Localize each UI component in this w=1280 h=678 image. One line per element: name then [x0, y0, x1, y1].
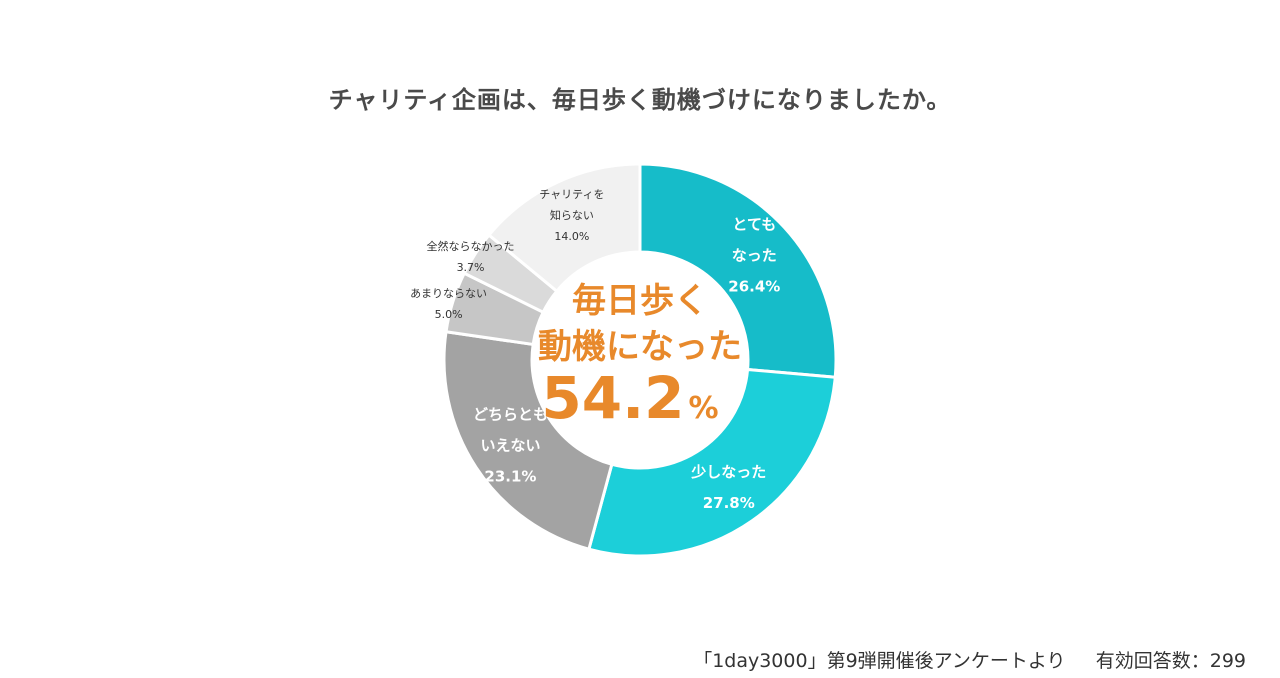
slice-category: とても: [732, 216, 776, 234]
center-label-line2: 動機になった: [538, 327, 742, 367]
slice-category: チャリティを: [539, 188, 604, 201]
slice-label-5: チャリティを知らない 14.0%: [539, 188, 604, 243]
donut-slice-1: [587, 367, 837, 558]
slice-category: あまりならない: [410, 287, 487, 300]
slice-category: 少しなった: [690, 463, 766, 481]
chart-title: チャリティ企画は、毎日歩く動機づけになりましたか。: [328, 86, 952, 114]
slice-value: 23.1%: [484, 467, 536, 485]
slice-label-0: とてもなった 26.4%: [728, 216, 780, 296]
footer: 「1day3000」第9弾開催後アンケートより 有効回答数：299: [693, 646, 1246, 673]
center-label-line1: 毎日歩く: [572, 281, 708, 321]
slice-category: なった: [732, 247, 777, 265]
slice-category: 全然ならなかった: [427, 239, 515, 253]
donut-slice-5: [486, 162, 642, 294]
donut-slices: [442, 162, 838, 558]
slice-category: いえない: [480, 436, 540, 454]
slice-label-4: 全然ならなかった 3.7%: [427, 239, 515, 274]
center-value-group: 54.2%: [541, 364, 718, 432]
slice-value: 26.4%: [728, 278, 780, 296]
slice-category: どちらとも: [473, 405, 548, 423]
footer-source: 「1day3000」第9弾開催後アンケートより: [693, 650, 1066, 672]
donut-slice-0: [638, 162, 838, 379]
slice-label-3: あまりならない 5.0%: [410, 287, 487, 321]
slice-value: 27.8%: [703, 494, 755, 512]
slice-value: 3.7%: [457, 261, 485, 274]
center-unit: %: [689, 391, 719, 426]
slice-category: 知らない: [550, 208, 594, 222]
center-summary: 毎日歩く 動機になった 54.2%: [538, 281, 742, 432]
slice-label-2: どちらともいえない 23.1%: [473, 405, 548, 485]
donut-slice-2: [442, 330, 614, 552]
footer-respondents: 有効回答数：299: [1095, 650, 1246, 672]
center-value: 54.2: [541, 364, 684, 432]
slice-label-1: 少しなった 27.8%: [690, 463, 766, 512]
slice-value: 14.0%: [554, 230, 589, 243]
slice-value: 5.0%: [435, 308, 463, 321]
slice-labels: とてもなった 26.4% 少しなった 27.8% どちらともいえない 23.1% あまりなら…: [410, 188, 780, 512]
